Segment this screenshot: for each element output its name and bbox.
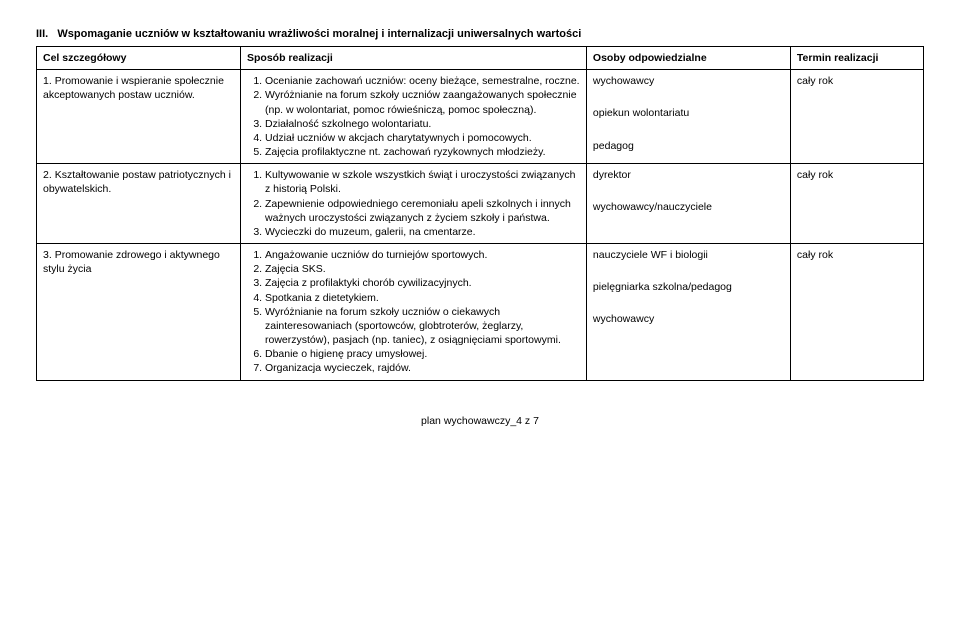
goal-cell: 2. Kształtowanie postaw patriotycznych i… <box>37 164 241 244</box>
goal-number: 2. <box>43 169 52 181</box>
goal-number: 1. <box>43 75 52 87</box>
method-item: Zajęcia SKS. <box>265 262 580 276</box>
method-item: Organizacja wycieczek, rajdów. <box>265 361 580 375</box>
header-goal: Cel szczegółowy <box>37 47 241 70</box>
goal-text: Promowanie zdrowego i aktywnego stylu ży… <box>43 249 220 275</box>
term-cell: cały rok <box>790 164 923 244</box>
method-item: Wycieczki do muzeum, galerii, na cmentar… <box>265 225 580 239</box>
method-item: Kultywowanie w szkole wszystkich świąt i… <box>265 168 580 196</box>
responsible-item: wychowawcy <box>593 312 784 326</box>
table-header-row: Cel szczegółowy Sposób realizacji Osoby … <box>37 47 924 70</box>
responsible-item: nauczyciele WF i biologii <box>593 248 784 262</box>
method-item: Wyróżnianie na forum szkoły uczniów zaan… <box>265 88 580 116</box>
method-item: Działalność szkolnego wolontariatu. <box>265 117 580 131</box>
method-item: Ocenianie zachowań uczniów: oceny bieżąc… <box>265 74 580 88</box>
responsible-item: wychowawcy/nauczyciele <box>593 200 784 214</box>
table-row: 1. Promowanie i wspieranie społecznie ak… <box>37 70 924 164</box>
method-item: Zajęcia profilaktyczne nt. zachowań ryzy… <box>265 145 580 159</box>
method-item: Zapewnienie odpowiedniego ceremoniału ap… <box>265 197 580 225</box>
table-row: 3. Promowanie zdrowego i aktywnego stylu… <box>37 244 924 381</box>
page-footer: plan wychowawczy_4 z 7 <box>36 415 924 427</box>
method-item: Dbanie o higienę pracy umysłowej. <box>265 347 580 361</box>
goal-number: 3. <box>43 249 52 261</box>
section-heading: III. Wspomaganie uczniów w kształtowaniu… <box>36 28 924 40</box>
methods-list: Ocenianie zachowań uczniów: oceny bieżąc… <box>247 74 580 159</box>
header-method: Sposób realizacji <box>241 47 587 70</box>
goal-text: Kształtowanie postaw patriotycznych i ob… <box>43 169 231 195</box>
goal-cell: 3. Promowanie zdrowego i aktywnego stylu… <box>37 244 241 381</box>
methods-cell: Kultywowanie w szkole wszystkich świąt i… <box>241 164 587 244</box>
responsible-item: pielęgniarka szkolna/pedagog <box>593 280 784 294</box>
section-number: III. <box>36 28 48 40</box>
responsible-item: wychowawcy <box>593 74 784 88</box>
methods-cell: Ocenianie zachowań uczniów: oceny bieżąc… <box>241 70 587 164</box>
methods-cell: Angażowanie uczniów do turniejów sportow… <box>241 244 587 381</box>
table-row: 2. Kształtowanie postaw patriotycznych i… <box>37 164 924 244</box>
term-cell: cały rok <box>790 70 923 164</box>
responsible-cell: dyrektor wychowawcy/nauczyciele <box>586 164 790 244</box>
method-item: Angażowanie uczniów do turniejów sportow… <box>265 248 580 262</box>
responsible-item: opiekun wolontariatu <box>593 106 784 120</box>
responsible-cell: wychowawcy opiekun wolontariatu pedagog <box>586 70 790 164</box>
goal-cell: 1. Promowanie i wspieranie społecznie ak… <box>37 70 241 164</box>
responsible-cell: nauczyciele WF i biologii pielęgniarka s… <box>586 244 790 381</box>
header-responsible: Osoby odpowiedzialne <box>586 47 790 70</box>
responsible-item: dyrektor <box>593 168 784 182</box>
method-item: Zajęcia z profilaktyki chorób cywilizacy… <box>265 276 580 290</box>
methods-list: Angażowanie uczniów do turniejów sportow… <box>247 248 580 376</box>
methods-list: Kultywowanie w szkole wszystkich świąt i… <box>247 168 580 239</box>
method-item: Spotkania z dietetykiem. <box>265 291 580 305</box>
header-term: Termin realizacji <box>790 47 923 70</box>
plan-table: Cel szczegółowy Sposób realizacji Osoby … <box>36 46 924 381</box>
responsible-item: pedagog <box>593 139 784 153</box>
method-item: Wyróżnianie na forum szkoły uczniów o ci… <box>265 305 580 348</box>
method-item: Udział uczniów w akcjach charytatywnych … <box>265 131 580 145</box>
term-cell: cały rok <box>790 244 923 381</box>
goal-text: Promowanie i wspieranie społecznie akcep… <box>43 75 224 101</box>
section-title-text: Wspomaganie uczniów w kształtowaniu wraż… <box>57 28 581 40</box>
